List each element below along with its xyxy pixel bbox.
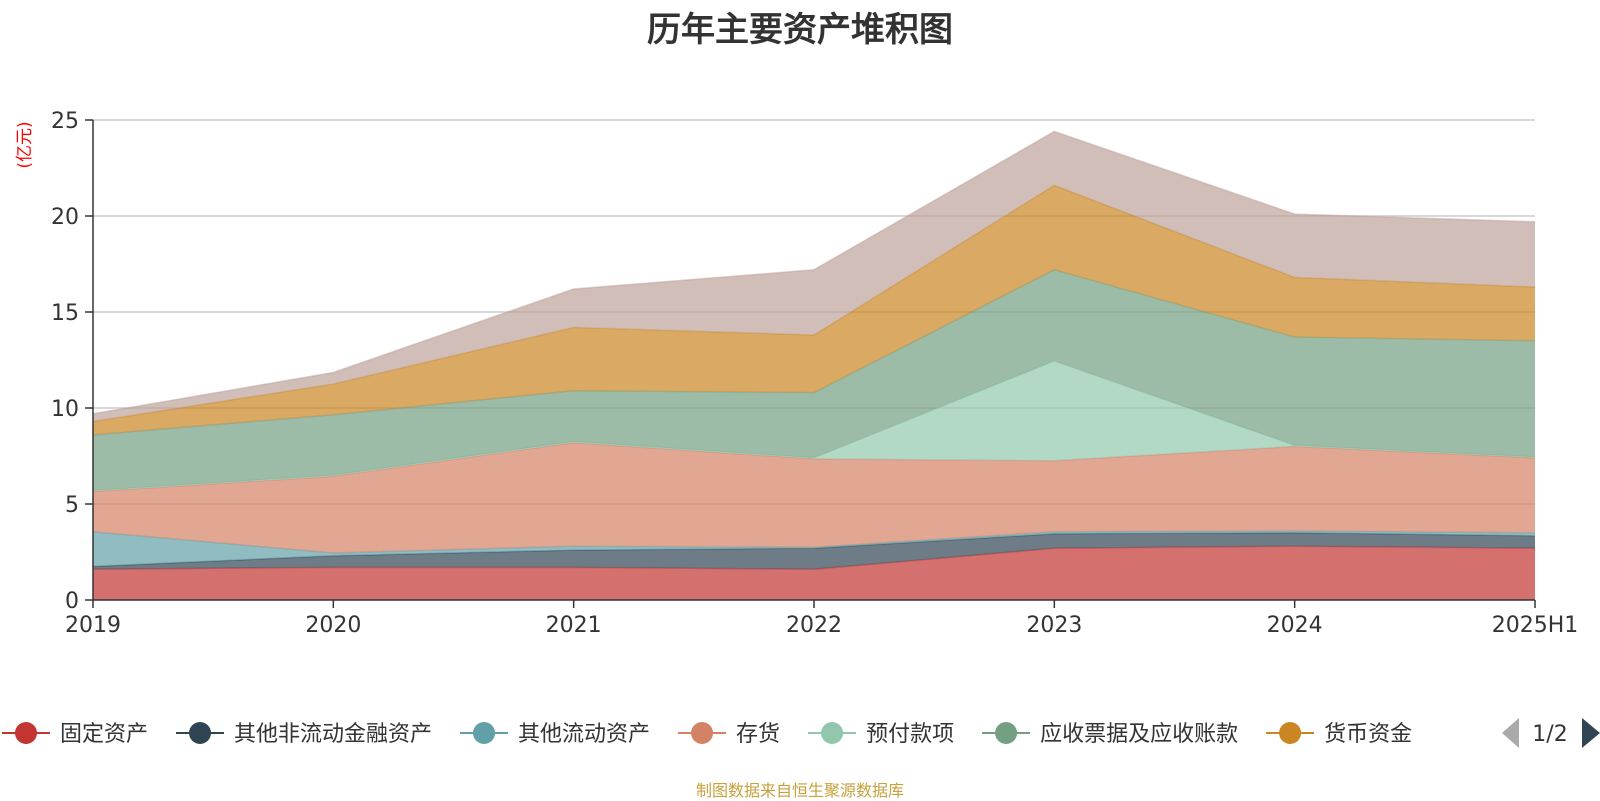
legend-pager: 1/2: [1502, 718, 1600, 748]
area-应收票据及应收账款: [93, 269, 1535, 491]
legend-marker: [691, 722, 714, 744]
legend-label: 货币资金: [1324, 722, 1412, 747]
axes: 0 5 10 15 20 25 2019 2020 2021 2022 2023 2024 2025H1: [51, 109, 1578, 638]
area-固定资产: [93, 546, 1535, 600]
x-tick-label: 2025H1: [1492, 613, 1579, 638]
legend-item[interactable]: 应收票据及应收账款: [982, 722, 1238, 747]
x-tick-label: 2023: [1026, 613, 1082, 638]
legend: 固定资产 其他非流动金融资产 其他流动资产 存货 预付款项 应收票据及应收账款 货币资金: [2, 722, 1412, 747]
x-tick-label: 2024: [1267, 613, 1323, 638]
area-series: [92, 130, 1536, 600]
legend-label: 固定资产: [60, 722, 148, 747]
legend-prev-icon[interactable]: [1502, 718, 1519, 748]
legend-label: 存货: [736, 722, 780, 747]
y-tick-label: 5: [65, 493, 79, 518]
y-axis-label: (亿元): [15, 121, 35, 168]
legend-item[interactable]: 存货: [678, 722, 780, 747]
legend-marker: [995, 722, 1018, 744]
legend-label: 其他流动资产: [518, 722, 650, 747]
y-tick-label: 20: [51, 205, 79, 230]
x-tick-label: 2021: [546, 613, 602, 638]
legend-marker: [821, 722, 844, 744]
legend-page-indicator: 1/2: [1532, 722, 1567, 747]
area-其他非流动金融资产: [93, 532, 1535, 570]
legend-label: 预付款项: [866, 722, 954, 747]
source-note: 制图数据来自恒生聚源数据库: [695, 781, 904, 800]
legend-item[interactable]: 其他非流动金融资产: [176, 722, 432, 747]
legend-label: 其他非流动金融资产: [234, 722, 432, 747]
legend-marker: [473, 722, 496, 744]
x-tick-label: 2022: [786, 613, 842, 638]
y-tick-label: 10: [51, 397, 79, 422]
legend-label: 应收票据及应收账款: [1040, 722, 1238, 747]
area-存货: [93, 442, 1535, 553]
legend-item[interactable]: 预付款项: [808, 722, 954, 747]
legend-item[interactable]: 其他流动资产: [460, 722, 650, 747]
area-其他: [93, 131, 1535, 422]
legend-marker: [15, 722, 37, 744]
y-tick-label: 25: [51, 109, 79, 134]
x-tick-label: 2019: [65, 613, 121, 638]
legend-item[interactable]: 货币资金: [1266, 722, 1412, 747]
legend-item[interactable]: 固定资产: [2, 722, 148, 747]
y-tick-label: 0: [65, 589, 79, 614]
legend-next-icon[interactable]: [1582, 718, 1600, 748]
area-货币资金: [93, 185, 1535, 435]
legend-marker: [189, 722, 212, 744]
legend-marker: [1279, 722, 1302, 744]
chart-title: 历年主要资产堆积图: [647, 10, 953, 50]
area-edge-其他: [92, 130, 1536, 415]
y-tick-label: 15: [51, 301, 79, 326]
x-tick-label: 2020: [305, 613, 361, 638]
